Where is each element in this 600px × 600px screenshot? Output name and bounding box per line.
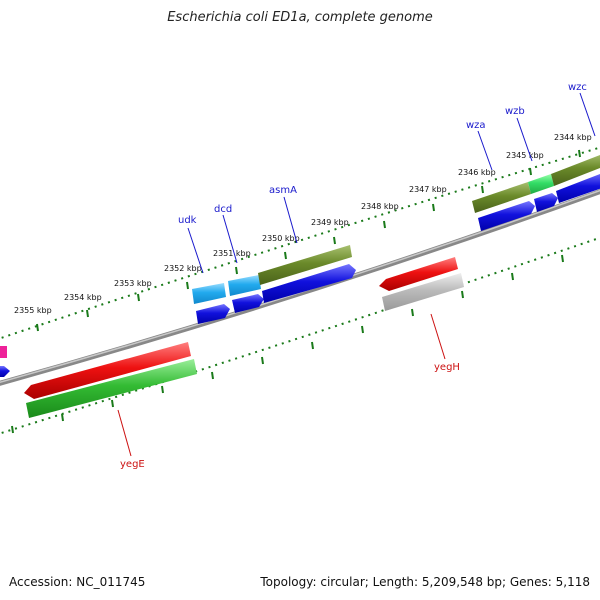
scale-label: 2344 kbp: [554, 133, 592, 142]
feature-dcd-cds[interactable]: [232, 294, 264, 313]
map-title: Escherichia coli ED1a, complete genome: [167, 10, 433, 25]
gene-label-wzb[interactable]: wzb: [505, 106, 525, 117]
scale-label: 2345 kbp: [506, 151, 544, 160]
feature-wza-cds[interactable]: [478, 201, 535, 231]
feature-yegH-gene[interactable]: [382, 273, 464, 311]
feature-wzb-gene[interactable]: [528, 174, 554, 194]
feature-yegE-cds[interactable]: [24, 342, 191, 399]
feature-asmA-gene[interactable]: [258, 245, 352, 285]
label-leaders: [117, 92, 596, 457]
forward-strand-features: [0, 153, 600, 377]
reverse-strand-features: [24, 257, 464, 418]
scale-label: 2355 kbp: [14, 306, 52, 315]
accession-text: Accession: NC_011745: [9, 575, 146, 589]
gene-label-yegE[interactable]: yegE: [120, 459, 145, 470]
scale-label: 2350 kbp: [262, 234, 300, 243]
scale-label: 2352 kbp: [164, 264, 202, 273]
feature-yegH-cds[interactable]: [379, 257, 458, 291]
outer-major-ticks: [36, 149, 581, 332]
outer-scale-ring: [0, 146, 600, 340]
feature-udk-gene[interactable]: [192, 283, 226, 304]
gene-label-wza[interactable]: wza: [466, 120, 486, 131]
topology-text: Topology: circular; Length: 5,209,548 bp…: [260, 575, 590, 589]
feature-dcd-gene[interactable]: [228, 275, 261, 296]
feature-yegE-gene[interactable]: [26, 359, 197, 418]
feature-asmA-cds[interactable]: [262, 264, 356, 303]
feature-udk-cds[interactable]: [196, 304, 230, 324]
gene-label-wzc[interactable]: wzc: [568, 82, 587, 93]
gene-label-udk[interactable]: udk: [178, 215, 197, 226]
feature-magenta[interactable]: [0, 346, 7, 358]
gene-label-yegH[interactable]: yegH: [434, 362, 460, 373]
genome-backbone: [0, 188, 600, 386]
scale-label: 2349 kbp: [311, 218, 349, 227]
inner-major-ticks: [11, 254, 564, 434]
scale-label: 2348 kbp: [361, 202, 399, 211]
gene-label-dcd[interactable]: dcd: [214, 204, 232, 215]
gene-labels: udk dcd asmA wza wzb wzc yegE yegH: [120, 82, 587, 470]
scale-label: 2346 kbp: [458, 168, 496, 177]
feature-wzc-gene[interactable]: [551, 153, 600, 186]
scale-label: 2353 kbp: [114, 279, 152, 288]
scale-labels: 2355 kbp 2354 kbp 2353 kbp 2352 kbp 2351…: [14, 133, 592, 315]
scale-label: 2354 kbp: [64, 293, 102, 302]
feature-blue-left[interactable]: [0, 366, 10, 377]
feature-wza-gene[interactable]: [472, 182, 531, 213]
feature-wzb-cds[interactable]: [534, 193, 558, 212]
feature-wzc-cds[interactable]: [556, 172, 600, 203]
scale-label: 2351 kbp: [213, 249, 251, 258]
scale-label: 2347 kbp: [409, 185, 447, 194]
gene-label-asmA[interactable]: asmA: [269, 185, 297, 196]
